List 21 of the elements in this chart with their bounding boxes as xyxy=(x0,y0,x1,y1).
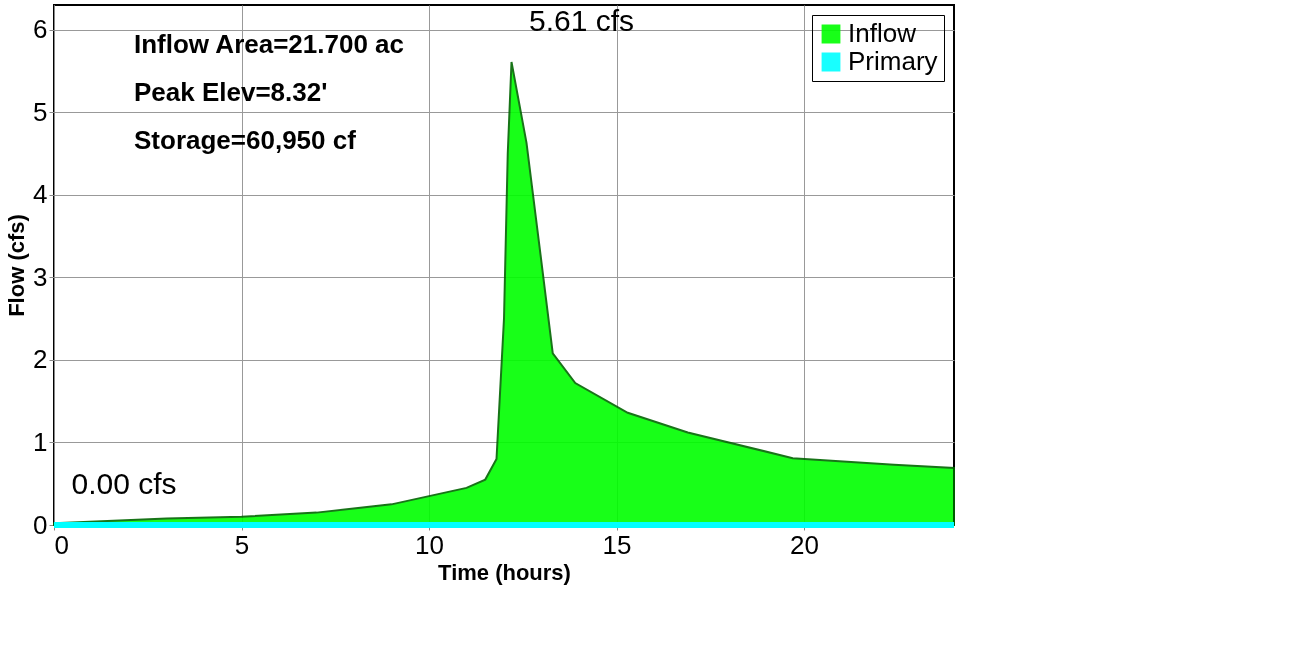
x-tick-label: 0 xyxy=(54,529,69,560)
x-tick-label: 5 xyxy=(234,529,250,560)
x-axis-title: Time (hours) xyxy=(438,559,571,585)
annotation: 5.61 cfs xyxy=(528,3,635,37)
x-tick-label: 10 xyxy=(415,529,444,560)
y-tick-label: 3 xyxy=(33,261,48,292)
y-axis-title: Flow (cfs) xyxy=(4,214,30,317)
annotation: 0.00 cfs xyxy=(71,467,177,500)
y-tick-label: 1 xyxy=(33,426,48,457)
annotation: Inflow Area=21.700 ac xyxy=(134,29,405,59)
x-tick-label: 20 xyxy=(790,529,819,560)
y-tick-label: 0 xyxy=(33,509,48,540)
legend-label: Primary xyxy=(848,46,938,76)
y-tick-label: 2 xyxy=(33,344,48,375)
legend-label: Inflow xyxy=(848,18,917,48)
annotation: Storage=60,950 cf xyxy=(134,125,357,155)
annotation: Peak Elev=8.32' xyxy=(134,77,328,107)
y-tick-label: 4 xyxy=(33,179,48,210)
x-tick-label: 15 xyxy=(602,529,632,560)
y-tick-label: 6 xyxy=(33,14,48,45)
y-tick-label: 5 xyxy=(33,96,48,127)
